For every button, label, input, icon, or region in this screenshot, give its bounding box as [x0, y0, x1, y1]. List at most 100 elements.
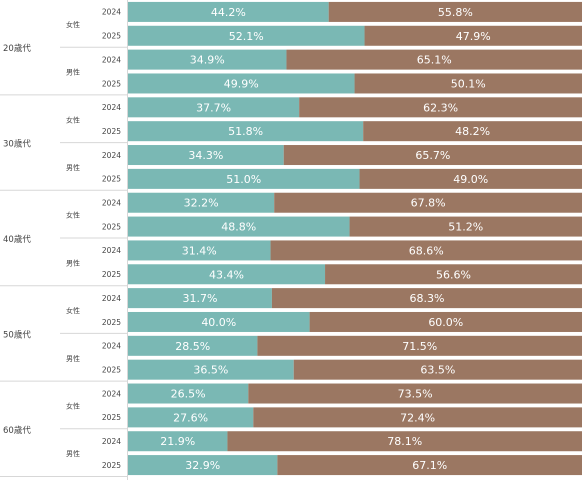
year-label: 2025	[102, 461, 121, 470]
year-label: 2025	[102, 318, 121, 327]
age-group-label: 40歳代	[3, 234, 31, 245]
data-label-a: 31.4%	[182, 244, 217, 257]
data-label-a: 43.4%	[209, 268, 244, 281]
data-label-b: 67.1%	[412, 459, 447, 472]
data-label-b: 72.4%	[400, 411, 435, 424]
year-label: 2024	[102, 55, 121, 64]
bar-segment-a	[128, 407, 254, 428]
bar-segment-b	[364, 25, 582, 46]
year-label: 2024	[102, 389, 121, 398]
bar-segment-b	[257, 335, 582, 356]
year-label: 2024	[102, 199, 121, 208]
data-label-b: 78.1%	[387, 435, 422, 448]
data-label-b: 71.5%	[402, 340, 437, 353]
data-label-a: 34.9%	[190, 54, 225, 67]
data-label-b: 48.2%	[455, 125, 490, 138]
data-label-a: 26.5%	[171, 388, 206, 401]
sex-label: 男性	[66, 163, 80, 172]
bar-segment-b	[248, 383, 582, 404]
bar-segment-a	[128, 383, 249, 404]
data-label-a: 27.6%	[173, 411, 208, 424]
data-label-b: 51.2%	[448, 221, 483, 234]
year-label: 2025	[102, 79, 121, 88]
data-label-b: 63.5%	[420, 364, 455, 377]
sex-label: 男性	[66, 258, 80, 267]
year-label: 2025	[102, 365, 121, 374]
age-group-label: 30歳代	[3, 139, 31, 150]
year-label: 2024	[102, 342, 121, 351]
bar-segment-a	[128, 455, 278, 476]
year-label: 2025	[102, 32, 121, 41]
sex-label: 女性	[66, 115, 80, 124]
bar-segment-a	[128, 25, 365, 46]
bar-segment-a	[128, 145, 284, 166]
data-label-a: 36.5%	[193, 364, 228, 377]
bar-segment-b	[293, 359, 582, 380]
bar-segment-b	[325, 264, 582, 285]
bar-segment-a	[128, 359, 294, 380]
data-label-b: 55.8%	[438, 6, 473, 19]
bars: 44.2% 55.8% 52.1% 47.9% 34.9% 65.1% 49.9% 50.1%…	[128, 1, 582, 476]
age-group-label: 60歳代	[3, 425, 31, 436]
bar-segment-b	[299, 97, 582, 118]
sex-label: 男性	[66, 354, 80, 363]
data-label-a: 49.9%	[224, 77, 259, 90]
data-label-a: 51.0%	[226, 173, 261, 186]
bar-segment-b	[227, 431, 582, 452]
bar-segment-a	[128, 121, 364, 142]
data-label-a: 44.2%	[211, 6, 246, 19]
data-label-a: 52.1%	[229, 30, 264, 43]
sex-label: 女性	[66, 401, 80, 410]
data-label-b: 65.1%	[417, 54, 452, 67]
bar-segment-b	[359, 168, 582, 189]
sex-label: 男性	[66, 449, 80, 458]
data-label-a: 21.9%	[160, 435, 195, 448]
year-label: 2025	[102, 127, 121, 136]
year-label: 2025	[102, 413, 121, 422]
year-label: 2024	[102, 437, 121, 446]
data-label-a: 31.7%	[182, 292, 217, 305]
bar-segment-b	[354, 73, 582, 94]
sex-label: 女性	[66, 306, 80, 315]
year-label: 2024	[102, 246, 121, 255]
bar-segment-a	[128, 264, 326, 285]
data-label-a: 34.3%	[188, 149, 223, 162]
data-label-b: 56.6%	[436, 268, 471, 281]
bar-segment-b	[253, 407, 582, 428]
year-label: 2025	[102, 175, 121, 184]
bar-segment-a	[128, 49, 287, 70]
data-label-a: 40.0%	[201, 316, 236, 329]
bar-segment-a	[128, 168, 360, 189]
data-label-b: 62.3%	[423, 101, 458, 114]
bar-segment-a	[128, 97, 300, 118]
age-group-label: 20歳代	[3, 43, 31, 54]
bar-segment-b	[283, 145, 582, 166]
bar-segment-b	[270, 240, 582, 261]
data-label-b: 67.8%	[411, 197, 446, 210]
year-label: 2024	[102, 294, 121, 303]
bar-segment-b	[286, 49, 582, 70]
bar-segment-b	[274, 192, 582, 213]
year-label: 2024	[102, 151, 121, 160]
group-dividers	[0, 0, 128, 480]
bar-segment-a	[128, 192, 275, 213]
year-label: 2025	[102, 222, 121, 231]
data-label-b: 73.5%	[398, 388, 433, 401]
bar-segment-a	[128, 311, 310, 332]
bar-segment-b	[349, 216, 582, 237]
bar-segment-a	[128, 240, 271, 261]
bar-segment-b	[309, 311, 582, 332]
data-label-a: 32.2%	[184, 197, 219, 210]
data-label-b: 65.7%	[415, 149, 450, 162]
bar-segment-a	[128, 288, 272, 309]
data-label-a: 51.8%	[228, 125, 263, 138]
data-label-b: 68.3%	[409, 292, 444, 305]
bar-segment-b	[328, 1, 582, 22]
bar-segment-a	[128, 73, 355, 94]
bar-segment-a	[128, 335, 258, 356]
data-label-a: 48.8%	[221, 221, 256, 234]
data-label-b: 50.1%	[451, 77, 486, 90]
category-labels: 20歳代女性20242025男性2024202530歳代女性20242025男性…	[3, 8, 121, 470]
data-label-b: 60.0%	[428, 316, 463, 329]
